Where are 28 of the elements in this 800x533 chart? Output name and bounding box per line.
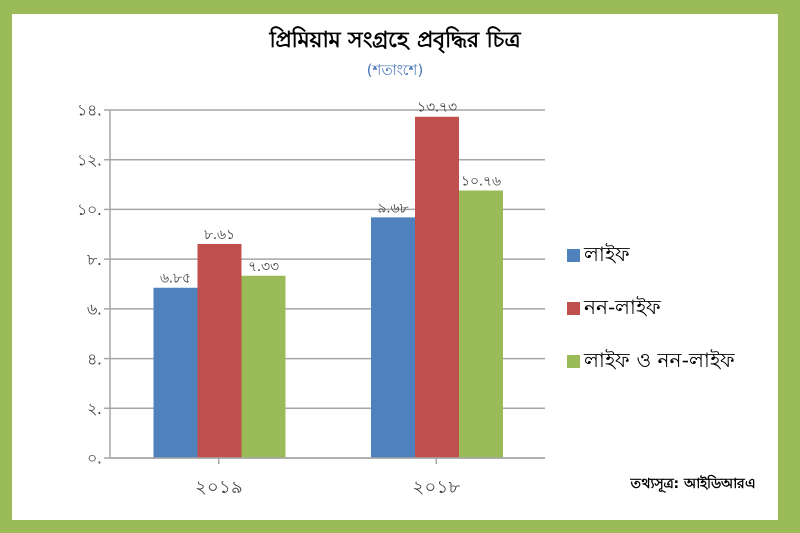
chart-subtitle: (শতাংশে) [366, 61, 424, 79]
legend-label: নন-লাইফ [584, 294, 662, 321]
bar [415, 116, 459, 458]
data-label: ৬.৮৫ [160, 270, 192, 287]
data-label: ৭.৩৩ [248, 258, 280, 275]
y-tick-label: ০. [86, 448, 102, 468]
data-label: ১০.৭৬ [460, 174, 502, 190]
y-tick-label: ১৪. [76, 100, 102, 120]
legend-label: লাইফ [584, 241, 630, 268]
y-tick-label: ৬. [86, 300, 102, 319]
bar [242, 276, 286, 458]
bar [154, 288, 198, 458]
x-tick-label: ২০১৮ [412, 476, 460, 498]
bar [371, 217, 415, 458]
chart-title: প্রিমিয়াম সংগ্রহে প্রবৃদ্ধির চিত্র [270, 28, 520, 53]
text: তথ্যসূত্র: আইডিআরএ [630, 474, 756, 495]
bar [198, 244, 242, 458]
x-tick-label: ২০১৯ [194, 476, 243, 498]
y-tick-label: ৪. [86, 349, 102, 368]
y-tick-label: ২. [86, 398, 102, 418]
data-label: ১৩.৭৩ [416, 100, 458, 116]
bar [459, 190, 503, 458]
y-tick-label: ৮. [86, 250, 102, 269]
y-tick-label: ১২. [76, 150, 102, 170]
data-label: ৯.৬৮ [377, 200, 409, 216]
legend-label: লাইফ ও নন-লাইফ [584, 347, 735, 374]
y-tick-label: ১০. [76, 200, 102, 220]
data-label: ৮.৬১ [204, 226, 236, 243]
